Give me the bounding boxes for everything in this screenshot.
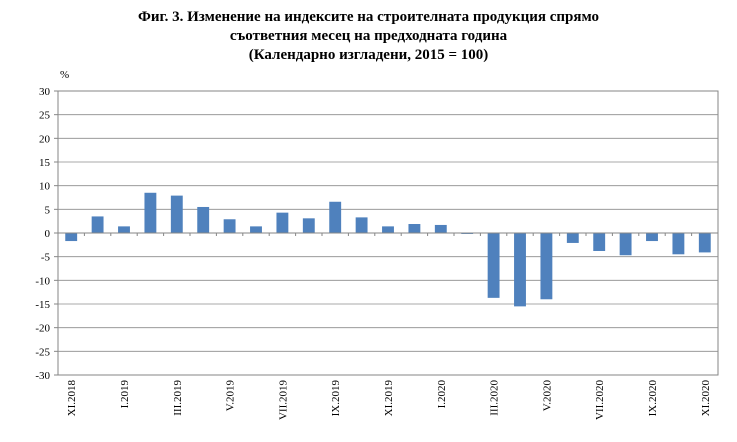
x-tick-label: I.2019 — [119, 380, 131, 409]
bar-XII.2018 — [91, 216, 104, 233]
bar-III.2020 — [487, 233, 500, 298]
x-tick-label: III.2020 — [489, 380, 501, 416]
bar-V.2020 — [540, 233, 553, 300]
x-tick-label: V.2020 — [541, 380, 553, 412]
bar-XI.2018 — [65, 233, 78, 242]
x-tick-label: XI.2019 — [383, 380, 395, 417]
bar-V.2019 — [223, 219, 236, 233]
bar-IV.2019 — [197, 206, 210, 233]
x-tick-label: VII.2020 — [594, 380, 606, 421]
bar-X.2020 — [672, 233, 685, 255]
x-tick-label: XI.2020 — [700, 380, 712, 417]
y-tick-label: 5 — [45, 204, 51, 216]
x-tick-label: IX.2020 — [647, 380, 659, 417]
x-tick-label: I.2020 — [436, 380, 448, 409]
y-tick-label: -30 — [35, 370, 50, 382]
x-tick-label: XI.2018 — [66, 380, 78, 417]
bar-VIII.2020 — [619, 233, 632, 256]
y-tick-label: 0 — [45, 228, 51, 240]
bar-VI.2019 — [250, 226, 262, 233]
chart-title-line-1: Фиг. 3. Изменение на индексите на строит… — [137, 9, 600, 25]
x-tick-label: VII.2019 — [277, 380, 289, 421]
bar-III.2019 — [170, 195, 183, 233]
bar-XI.2019 — [382, 226, 394, 233]
x-tick-label: III.2019 — [172, 380, 184, 416]
y-axis-unit-label: % — [60, 69, 69, 81]
bar-I.2019 — [118, 226, 130, 233]
y-tick-label: -10 — [35, 275, 50, 287]
chart-title-line-2: съответния месец на предходната година — [229, 28, 508, 44]
bar-VI.2020 — [566, 233, 579, 243]
y-tick-label: -15 — [35, 299, 50, 311]
y-tick-label: -5 — [41, 252, 51, 264]
y-tick-label: 30 — [39, 86, 51, 98]
y-tick-label: -25 — [35, 346, 50, 358]
bar-IX.2019 — [329, 201, 342, 233]
y-tick-label: 25 — [39, 110, 51, 122]
y-tick-label: 10 — [39, 181, 51, 193]
x-tick-label: IX.2019 — [330, 380, 342, 417]
bar-VII.2019 — [276, 212, 289, 233]
bar-IV.2020 — [514, 233, 526, 307]
bar-IX.2020 — [646, 233, 658, 242]
bar-II.2019 — [144, 192, 157, 233]
x-tick-label: V.2019 — [225, 380, 237, 412]
bar-XII.2019 — [408, 224, 421, 233]
bar-VII.2020 — [593, 233, 606, 251]
bar-VIII.2019 — [302, 218, 315, 233]
y-tick-label: 15 — [39, 157, 51, 169]
bar-I.2020 — [434, 224, 447, 233]
y-tick-label: -20 — [35, 323, 50, 335]
y-tick-label: 20 — [39, 133, 51, 145]
bar-XI.2020 — [698, 233, 711, 253]
bar-X.2019 — [355, 217, 368, 233]
chart-title-line-3: (Календарно изгладени, 2015 = 100) — [248, 47, 489, 63]
